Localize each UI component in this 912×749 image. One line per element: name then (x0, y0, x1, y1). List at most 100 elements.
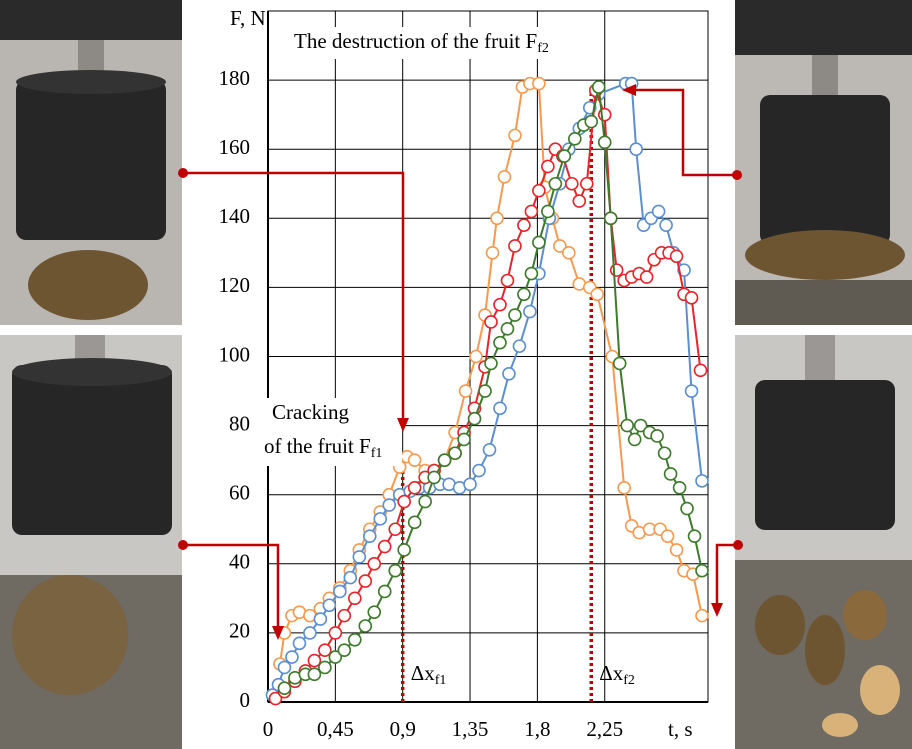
annotation-text: Cracking (272, 400, 349, 424)
data-point (684, 384, 699, 398)
data-point (484, 356, 498, 371)
data-point (277, 660, 292, 675)
data-point (669, 543, 684, 557)
data-point (485, 246, 500, 260)
data-point (517, 218, 531, 233)
data-point (508, 128, 522, 143)
data-point (472, 463, 486, 478)
arrow-heads (178, 84, 743, 640)
data-point (337, 643, 352, 657)
x-tick-label: 0,45 (317, 717, 354, 741)
data-point (328, 626, 343, 640)
data-point (352, 550, 367, 564)
marker-label-text: Δx (599, 661, 624, 685)
data-point (565, 176, 579, 191)
arrows (183, 88, 738, 628)
y-tick-label: 140 (219, 204, 251, 228)
data-point (639, 270, 654, 284)
y-tick-label: 40 (229, 550, 250, 574)
data-point (532, 183, 546, 198)
data-point (591, 80, 606, 94)
data-point (322, 598, 337, 613)
data-point (500, 322, 515, 336)
y-tick-label: 0 (240, 688, 251, 712)
data-point (660, 529, 675, 543)
data-point (517, 287, 531, 302)
data-point (318, 643, 332, 657)
marker-label: Δxf2 (599, 661, 635, 688)
data-point (609, 263, 624, 277)
data-point (541, 204, 555, 219)
data-point (669, 249, 684, 264)
data-point (469, 349, 483, 364)
data-point (508, 308, 522, 322)
data-point (620, 418, 634, 433)
data-point (695, 474, 709, 488)
data-point (650, 429, 664, 443)
data-point (572, 194, 587, 208)
data-point (629, 142, 643, 156)
photo-bottom-left (0, 335, 182, 749)
data-point (532, 235, 546, 250)
data-point (362, 529, 377, 543)
data-point (617, 480, 631, 495)
y-tick-label: 160 (219, 135, 251, 159)
data-point (627, 432, 642, 447)
data-point (437, 453, 452, 467)
data-point (307, 667, 322, 682)
y-tick-label: 60 (229, 481, 250, 505)
data-point (343, 570, 358, 585)
data-point (687, 529, 702, 543)
data-point (307, 653, 322, 668)
data-point (397, 494, 411, 509)
data-point (373, 512, 388, 526)
data-point (377, 539, 392, 554)
data-point (672, 480, 687, 495)
chart-title-sub: f2 (537, 41, 549, 56)
data-point (633, 418, 648, 433)
data-point (590, 287, 605, 302)
x-tick-label: 0 (263, 717, 274, 741)
data-point (659, 218, 673, 233)
annotation: of the fruit Ff1 (264, 434, 382, 461)
x-tick-label: 2,25 (586, 717, 623, 741)
photo-top-left (0, 0, 182, 325)
data-point (502, 366, 516, 381)
data-point (657, 446, 672, 461)
data-point (328, 650, 343, 664)
data-point (524, 204, 539, 219)
plot (265, 76, 709, 706)
data-point (313, 612, 328, 626)
data-point (292, 636, 307, 651)
chart-title-text: The destruction of the fruit F (294, 29, 537, 53)
y-tick-label: 180 (219, 66, 251, 90)
marker-label-sub: f2 (623, 673, 635, 688)
data-point (695, 608, 709, 623)
annotation-text: of the fruit F (264, 434, 371, 458)
data-point (493, 401, 507, 416)
photo-top-right (735, 0, 912, 325)
data-point (448, 446, 462, 461)
annotation-bg (262, 398, 402, 466)
data-point (493, 335, 507, 350)
data-point (497, 170, 512, 184)
data-point (318, 660, 332, 675)
data-point (358, 619, 373, 633)
data-point (418, 494, 432, 509)
data-point (303, 626, 317, 640)
data-point (693, 363, 708, 378)
data-point (457, 432, 471, 447)
data-point (523, 304, 537, 319)
x-tick-label: 0,9 (390, 717, 416, 741)
marker-label-sub: f1 (435, 673, 447, 688)
data-point (407, 453, 422, 467)
data-point (407, 480, 422, 495)
chart-title: The destruction of the fruit Ff2 (294, 29, 549, 56)
data-point (677, 263, 691, 277)
data-point (407, 515, 422, 530)
data-point (684, 290, 699, 305)
data-point (388, 563, 403, 578)
labels: 0 20 40 60 80 100 120 140 160 180 0 0,45 0,9 1,35 1,8 2… (219, 6, 693, 741)
data-point (377, 584, 392, 599)
